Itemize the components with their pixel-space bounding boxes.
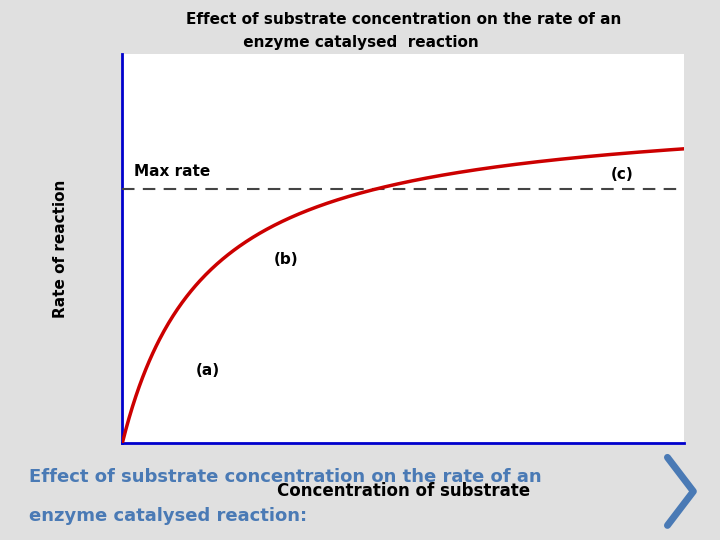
Text: Max rate: Max rate <box>134 164 210 179</box>
Text: (b): (b) <box>274 252 299 267</box>
Text: Effect of substrate concentration on the rate of an: Effect of substrate concentration on the… <box>186 12 621 27</box>
Text: enzyme catalysed  reaction: enzyme catalysed reaction <box>238 35 479 50</box>
Text: Concentration of substrate: Concentration of substrate <box>276 482 530 500</box>
Text: enzyme catalysed reaction:: enzyme catalysed reaction: <box>29 507 307 525</box>
Text: Rate of reaction: Rate of reaction <box>53 179 68 318</box>
Text: (a): (a) <box>195 363 220 378</box>
Text: (c): (c) <box>611 167 634 182</box>
Text: Effect of substrate concentration on the rate of an: Effect of substrate concentration on the… <box>29 468 541 486</box>
